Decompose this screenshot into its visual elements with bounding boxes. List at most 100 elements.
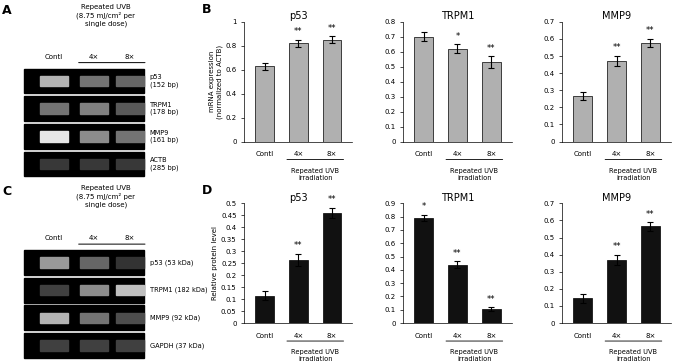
- Text: 4×: 4×: [89, 54, 99, 60]
- Text: Contl: Contl: [45, 235, 63, 241]
- Text: B: B: [202, 3, 211, 16]
- Text: MMP9 (92 kDa): MMP9 (92 kDa): [150, 315, 200, 321]
- Bar: [40, 131, 68, 142]
- Text: **: **: [294, 27, 303, 36]
- Bar: [40, 159, 68, 169]
- Y-axis label: mRNA expression
(normalized to ACTB): mRNA expression (normalized to ACTB): [209, 45, 223, 119]
- Bar: [80, 340, 108, 351]
- Text: Repeated UVB
(8.75 mJ/cm² per
single dose): Repeated UVB (8.75 mJ/cm² per single dos…: [77, 185, 135, 208]
- Bar: [414, 218, 433, 323]
- Bar: [482, 62, 500, 142]
- Bar: [289, 43, 307, 142]
- Bar: [80, 257, 108, 268]
- Bar: [80, 103, 108, 114]
- Text: **: **: [646, 26, 655, 35]
- Text: Repeated UVB
irradiation: Repeated UVB irradiation: [450, 168, 498, 181]
- Text: MMP9
(161 bp): MMP9 (161 bp): [150, 130, 178, 143]
- Bar: [116, 76, 144, 86]
- Bar: [40, 285, 68, 295]
- Bar: [448, 265, 466, 323]
- Bar: [607, 260, 626, 323]
- Text: Contl: Contl: [45, 54, 63, 60]
- Text: Contl: Contl: [255, 151, 274, 157]
- Bar: [116, 313, 144, 323]
- Bar: [116, 131, 144, 142]
- Text: **: **: [487, 44, 496, 53]
- Text: 4×: 4×: [89, 235, 99, 241]
- Text: C: C: [2, 185, 11, 198]
- Bar: [641, 43, 659, 142]
- Title: TRPM1: TRPM1: [441, 192, 474, 203]
- Bar: [80, 159, 108, 169]
- Text: Contl: Contl: [255, 333, 274, 339]
- Bar: [40, 103, 68, 114]
- Text: Repeated UVB
irradiation: Repeated UVB irradiation: [450, 350, 498, 362]
- Bar: [80, 313, 108, 323]
- Text: ACTB
(285 bp): ACTB (285 bp): [150, 157, 179, 171]
- Bar: [255, 295, 274, 323]
- Bar: [40, 313, 68, 323]
- Text: Repeated UVB
(8.75 mJ/cm² per
single dose): Repeated UVB (8.75 mJ/cm² per single dos…: [77, 4, 135, 27]
- Bar: [24, 96, 144, 121]
- Text: 8×: 8×: [327, 151, 337, 157]
- Text: 4×: 4×: [452, 333, 462, 339]
- Text: Repeated UVB
irradiation: Repeated UVB irradiation: [291, 168, 339, 181]
- Bar: [24, 250, 144, 275]
- Text: Repeated UVB
irradiation: Repeated UVB irradiation: [609, 168, 657, 181]
- Text: 8×: 8×: [125, 235, 135, 241]
- Bar: [607, 61, 626, 142]
- Text: **: **: [328, 24, 336, 33]
- Bar: [641, 227, 659, 323]
- Bar: [255, 66, 274, 142]
- Text: **: **: [612, 44, 621, 52]
- Bar: [116, 159, 144, 169]
- Bar: [573, 298, 592, 323]
- Bar: [40, 76, 68, 86]
- Bar: [323, 213, 341, 323]
- Text: 4×: 4×: [293, 151, 303, 157]
- Text: Repeated UVB
irradiation: Repeated UVB irradiation: [609, 350, 657, 362]
- Text: TRPM1 (182 kDa): TRPM1 (182 kDa): [150, 287, 207, 293]
- Bar: [116, 103, 144, 114]
- Bar: [24, 152, 144, 176]
- Text: 4×: 4×: [611, 333, 621, 339]
- Bar: [40, 340, 68, 351]
- Text: Contl: Contl: [573, 333, 592, 339]
- Bar: [323, 40, 341, 142]
- Bar: [24, 333, 144, 358]
- Text: **: **: [453, 249, 462, 258]
- Text: 8×: 8×: [125, 54, 135, 60]
- Bar: [116, 285, 144, 295]
- Text: 4×: 4×: [611, 151, 621, 157]
- Text: **: **: [612, 242, 621, 251]
- Bar: [24, 124, 144, 149]
- Bar: [573, 96, 592, 142]
- Bar: [24, 69, 144, 93]
- Bar: [40, 257, 68, 268]
- Text: p53 (53 kDa): p53 (53 kDa): [150, 259, 194, 266]
- Text: TRPM1
(178 bp): TRPM1 (178 bp): [150, 102, 178, 115]
- Text: *: *: [456, 32, 460, 41]
- Text: Repeated UVB
irradiation: Repeated UVB irradiation: [291, 350, 339, 362]
- Text: **: **: [328, 196, 336, 204]
- Title: p53: p53: [289, 192, 307, 203]
- Text: 4×: 4×: [293, 333, 303, 339]
- Text: Contl: Contl: [414, 151, 433, 157]
- Text: Contl: Contl: [573, 151, 592, 157]
- Bar: [414, 37, 433, 142]
- Text: **: **: [646, 209, 655, 219]
- Text: 8×: 8×: [645, 333, 655, 339]
- Bar: [80, 285, 108, 295]
- Y-axis label: Relative protein level: Relative protein level: [212, 226, 218, 300]
- Text: A: A: [2, 4, 12, 17]
- Text: 8×: 8×: [327, 333, 337, 339]
- Bar: [482, 309, 500, 323]
- Text: D: D: [202, 184, 212, 197]
- Bar: [80, 76, 108, 86]
- Text: 8×: 8×: [645, 151, 655, 157]
- Bar: [24, 278, 144, 302]
- Bar: [24, 305, 144, 330]
- Title: p53: p53: [289, 11, 307, 21]
- Bar: [80, 131, 108, 142]
- Title: TRPM1: TRPM1: [441, 11, 474, 21]
